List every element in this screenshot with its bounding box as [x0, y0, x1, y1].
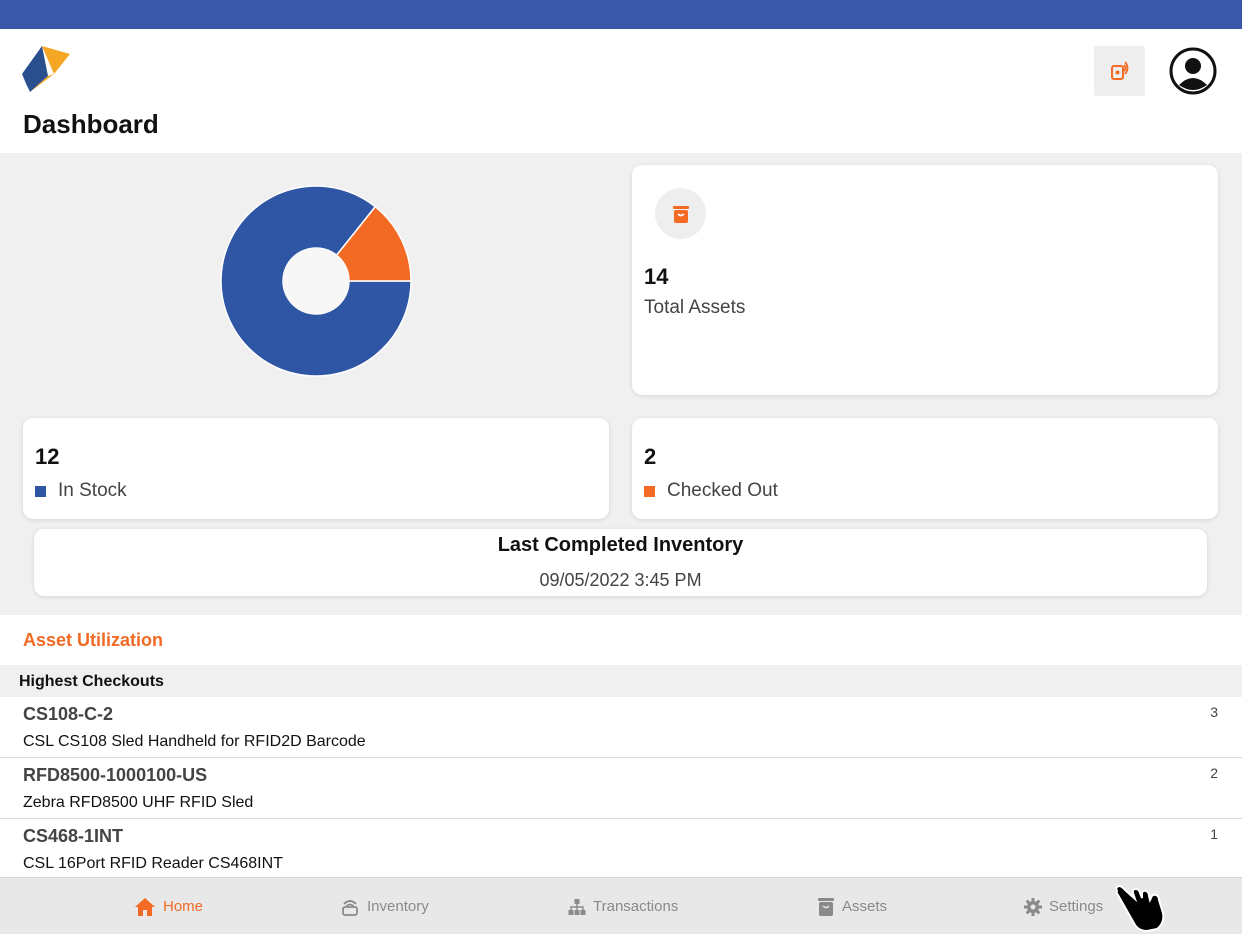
tab-settings[interactable]: Settings: [1024, 878, 1103, 934]
item-description: Zebra RFD8500 UHF RFID Sled: [23, 794, 254, 811]
total-assets-value: 14: [644, 264, 669, 289]
in-stock-label: In Stock: [58, 480, 127, 501]
checked-out-label: Checked Out: [667, 480, 778, 501]
last-inventory-card[interactable]: Last Completed Inventory 09/05/2022 3:45…: [34, 529, 1207, 596]
asset-utilization-title: Asset Utilization: [23, 630, 164, 650]
profile-button[interactable]: [1169, 47, 1217, 95]
in-stock-card[interactable]: 12 In Stock: [23, 418, 609, 519]
list-item[interactable]: CS108-C-2 CSL CS108 Sled Handheld for RF…: [0, 697, 1242, 758]
in-stock-value: 12: [35, 444, 60, 469]
app-logo-icon: [22, 46, 72, 94]
hierarchy-icon: [568, 898, 586, 915]
tab-inventory[interactable]: Inventory: [340, 878, 429, 934]
asset-status-donut-chart: [218, 183, 414, 379]
hand-pointer-icon: [1113, 883, 1171, 933]
checked-out-value: 2: [644, 444, 657, 469]
tab-inventory-label: Inventory: [367, 898, 429, 915]
total-assets-card[interactable]: 14 Total Assets: [632, 165, 1218, 395]
highest-checkouts-header: Highest Checkouts: [0, 665, 1242, 697]
checked-out-legend: Checked Out: [644, 480, 778, 502]
highest-checkouts-label: Highest Checkouts: [19, 673, 164, 690]
tab-assets-label: Assets: [842, 898, 888, 915]
rfid-reader-icon: [1110, 61, 1128, 80]
last-inventory-title: Last Completed Inventory: [497, 534, 744, 556]
list-item[interactable]: CS468-1INT CSL 16Port RFID Reader CS468I…: [0, 819, 1242, 880]
item-code: CS108-C-2: [23, 704, 114, 724]
total-assets-label: Total Assets: [644, 297, 746, 318]
tab-settings-label: Settings: [1049, 898, 1104, 915]
item-description: CSL CS108 Sled Handheld for RFID2D Barco…: [23, 733, 366, 750]
item-count: 2: [1210, 765, 1218, 781]
in-stock-legend: In Stock: [35, 480, 127, 502]
tab-home[interactable]: Home: [134, 878, 203, 934]
box-icon: [818, 897, 834, 916]
item-count: 3: [1210, 704, 1218, 720]
checkout-list: CS108-C-2 CSL CS108 Sled Handheld for RF…: [0, 697, 1242, 880]
item-code: CS468-1INT: [23, 826, 124, 846]
status-bar: [0, 0, 1242, 29]
bottom-tab-bar: Home Inventory Transactions Assets: [0, 877, 1242, 934]
in-stock-swatch: [35, 485, 46, 497]
last-inventory-date: 09/05/2022 3:45 PM: [539, 570, 702, 590]
tab-transactions[interactable]: Transactions: [568, 878, 678, 934]
rfid-reader-button[interactable]: [1094, 46, 1145, 96]
list-item[interactable]: RFD8500-1000100-US Zebra RFD8500 UHF RFI…: [0, 758, 1242, 819]
donut-center: [283, 248, 349, 314]
item-code: RFD8500-1000100-US: [23, 765, 208, 785]
dashboard-summary: 14 Total Assets 12 In Stock 2 Checked Ou…: [0, 153, 1242, 615]
box-icon: [655, 188, 706, 239]
asset-utilization-section: Asset Utilization: [0, 615, 1242, 665]
tab-home-label: Home: [163, 898, 204, 915]
home-icon: [135, 897, 155, 916]
item-description: CSL 16Port RFID Reader CS468INT: [23, 855, 283, 872]
checked-out-card[interactable]: 2 Checked Out: [632, 418, 1218, 519]
gear-icon: [1024, 897, 1042, 916]
app-header: Dashboard: [0, 29, 1242, 153]
checked-out-swatch: [644, 485, 655, 497]
tab-assets[interactable]: Assets: [817, 878, 887, 934]
item-count: 1: [1210, 826, 1218, 842]
inventory-scan-icon: [342, 899, 358, 916]
tab-transactions-label: Transactions: [593, 898, 679, 915]
page-title: Dashboard: [23, 109, 159, 139]
user-profile-icon: [1169, 47, 1217, 95]
